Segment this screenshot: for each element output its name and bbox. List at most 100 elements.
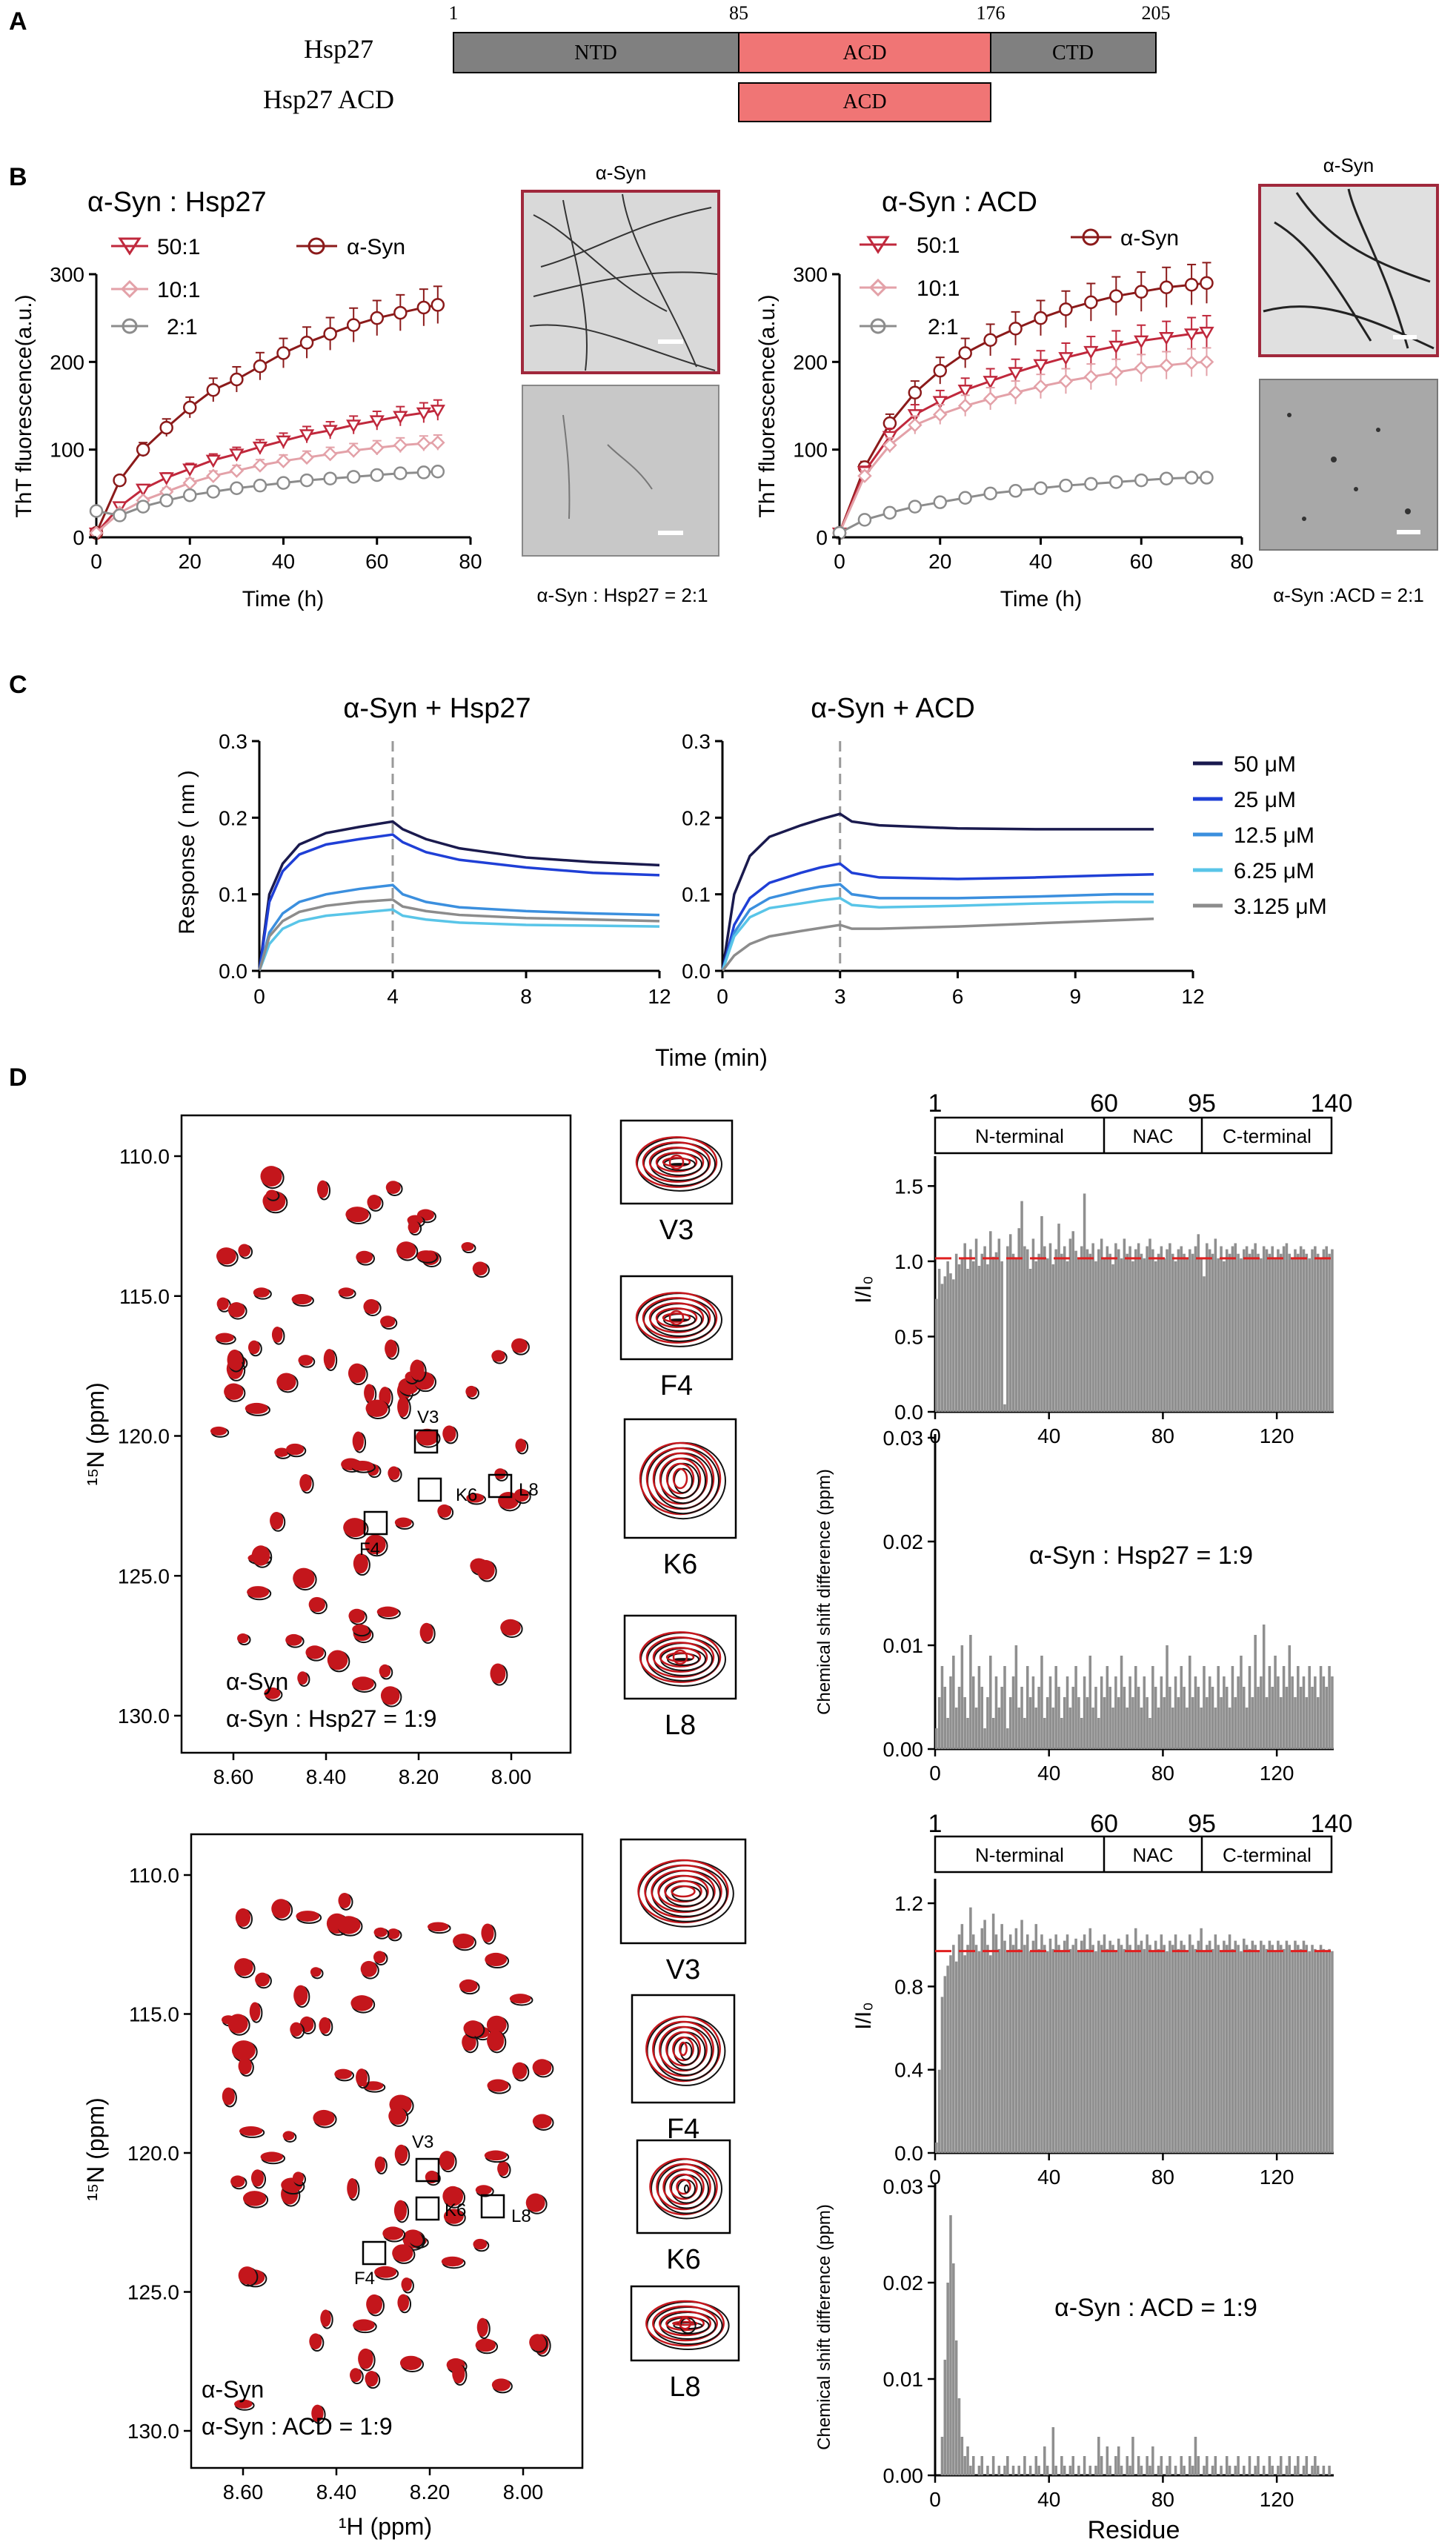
bar: [1040, 1934, 1043, 2153]
bar: [1006, 1951, 1009, 2153]
bar: [1074, 1666, 1077, 1749]
data-point: [393, 411, 408, 425]
domain-pos-95: 95: [1188, 1810, 1216, 1838]
bar: [1166, 1249, 1169, 1412]
bar: [1106, 1666, 1109, 1749]
bar: [1126, 1934, 1129, 2153]
bar: [971, 2456, 975, 2475]
bar: [1302, 1940, 1306, 2153]
legend-triangle-icon: [118, 237, 142, 256]
bar: [1282, 1948, 1286, 2153]
bar: [1126, 1253, 1129, 1412]
peak: [500, 1619, 521, 1636]
y-tick-label: 0.0: [682, 960, 711, 983]
bar: [1305, 1945, 1309, 2153]
y-tick-label: 130.0: [127, 2420, 179, 2443]
bar: [1025, 1249, 1029, 1412]
data-point: [1084, 295, 1098, 310]
peak: [475, 2185, 492, 2195]
zoom-contour-red: [672, 1467, 688, 1490]
bar: [1268, 2456, 1271, 2475]
bar: [1322, 1948, 1326, 2153]
peak: [255, 1972, 270, 1987]
x-tick-label: 8.20: [410, 2481, 451, 2503]
data-point: [370, 311, 384, 325]
bar: [1086, 1697, 1089, 1749]
data-point: [416, 300, 431, 315]
bar: [1302, 1249, 1306, 1412]
bar: [1240, 1951, 1243, 2153]
acd-domain: [738, 32, 991, 73]
peak: [388, 2107, 407, 2125]
bar: [1028, 2466, 1032, 2475]
peak: [271, 1899, 291, 1919]
zoom-contour-black: [670, 1163, 689, 1166]
zoom-box: [636, 2139, 731, 2234]
bar: [1054, 1934, 1057, 2153]
peak: [374, 2156, 385, 2172]
bli-curve: [258, 820, 660, 972]
tht-chart-hsp27: α-Syn : Hsp27 0 100 200 300 0 20 40 60 80 Time (…: [12, 187, 482, 611]
y-tick-label: 115.0: [129, 2003, 179, 2026]
bar: [1126, 2456, 1129, 2475]
bar: [963, 1243, 966, 1412]
bar: [1314, 2456, 1317, 2475]
ratio-acd-ticks: 0.0 0.4 0.8 1.2 0 40 80 120: [894, 1892, 1294, 2189]
bar: [1126, 1708, 1129, 1749]
peak: [336, 1916, 361, 1934]
bar: [1080, 1718, 1083, 1749]
peak: [215, 1333, 234, 1343]
csp-acd-ticks: 0.00 0.01 0.02 0.03 0 40 80 120: [883, 2175, 1294, 2511]
bar: [1066, 1934, 1069, 2153]
bar: [1154, 1687, 1157, 1749]
tht-hsp27-ticks: 0 100 200 300 0 20 40 60 80: [50, 263, 482, 573]
acd-only-domain: [738, 82, 991, 122]
bar: [986, 1697, 989, 1749]
bar: [1128, 2466, 1131, 2475]
bar: [1137, 1687, 1140, 1749]
peak: [299, 1473, 312, 1492]
bar: [1114, 1951, 1117, 2153]
x-tick-label: 40: [1037, 1762, 1060, 1785]
x-tick-label: 20: [179, 550, 202, 573]
bli-curve: [721, 917, 1154, 972]
data-point: [1109, 475, 1123, 489]
x-tick-label: 0: [834, 550, 845, 573]
x-tick-label: 8.00: [503, 2481, 544, 2503]
data-point: [159, 494, 173, 508]
bar: [1097, 1718, 1100, 1749]
zoom-contour-red: [662, 1313, 691, 1323]
bar: [1183, 2466, 1186, 2475]
bar: [946, 1261, 949, 1412]
bar: [1063, 1246, 1066, 1412]
bar: [1325, 1246, 1329, 1412]
bar: [1308, 1666, 1311, 1749]
peak: [394, 2144, 408, 2164]
zoom-contour-red: [655, 1307, 698, 1328]
y-tick-label: 120.0: [127, 2142, 179, 2165]
bar: [1217, 1945, 1220, 2153]
hsqc-acd-ylabel: ¹⁵N (ppm): [82, 2097, 109, 2200]
bar: [1305, 2456, 1309, 2475]
domain-pos-140: 140: [1311, 1089, 1353, 1118]
bar: [1014, 1928, 1018, 2153]
bar: [1234, 1243, 1237, 1412]
bar: [966, 1945, 969, 2153]
x-tick-label: 120: [1260, 1424, 1294, 1447]
bar: [1174, 1261, 1177, 1412]
bar: [1282, 1666, 1286, 1749]
bar: [1131, 2437, 1134, 2475]
bar: [1268, 1666, 1271, 1749]
data-point: [1199, 354, 1214, 370]
data-point: [393, 305, 408, 320]
data-point: [276, 346, 290, 360]
bar: [1074, 1250, 1077, 1412]
peak: [373, 1927, 388, 1937]
bar: [940, 1997, 944, 2153]
peak: [385, 1339, 397, 1358]
peak-label-v3: V3: [417, 1407, 439, 1427]
peak: [363, 1298, 379, 1315]
bar: [1097, 1940, 1100, 2153]
y-tick-label: 120.0: [118, 1425, 170, 1448]
bar: [1060, 1951, 1063, 2153]
